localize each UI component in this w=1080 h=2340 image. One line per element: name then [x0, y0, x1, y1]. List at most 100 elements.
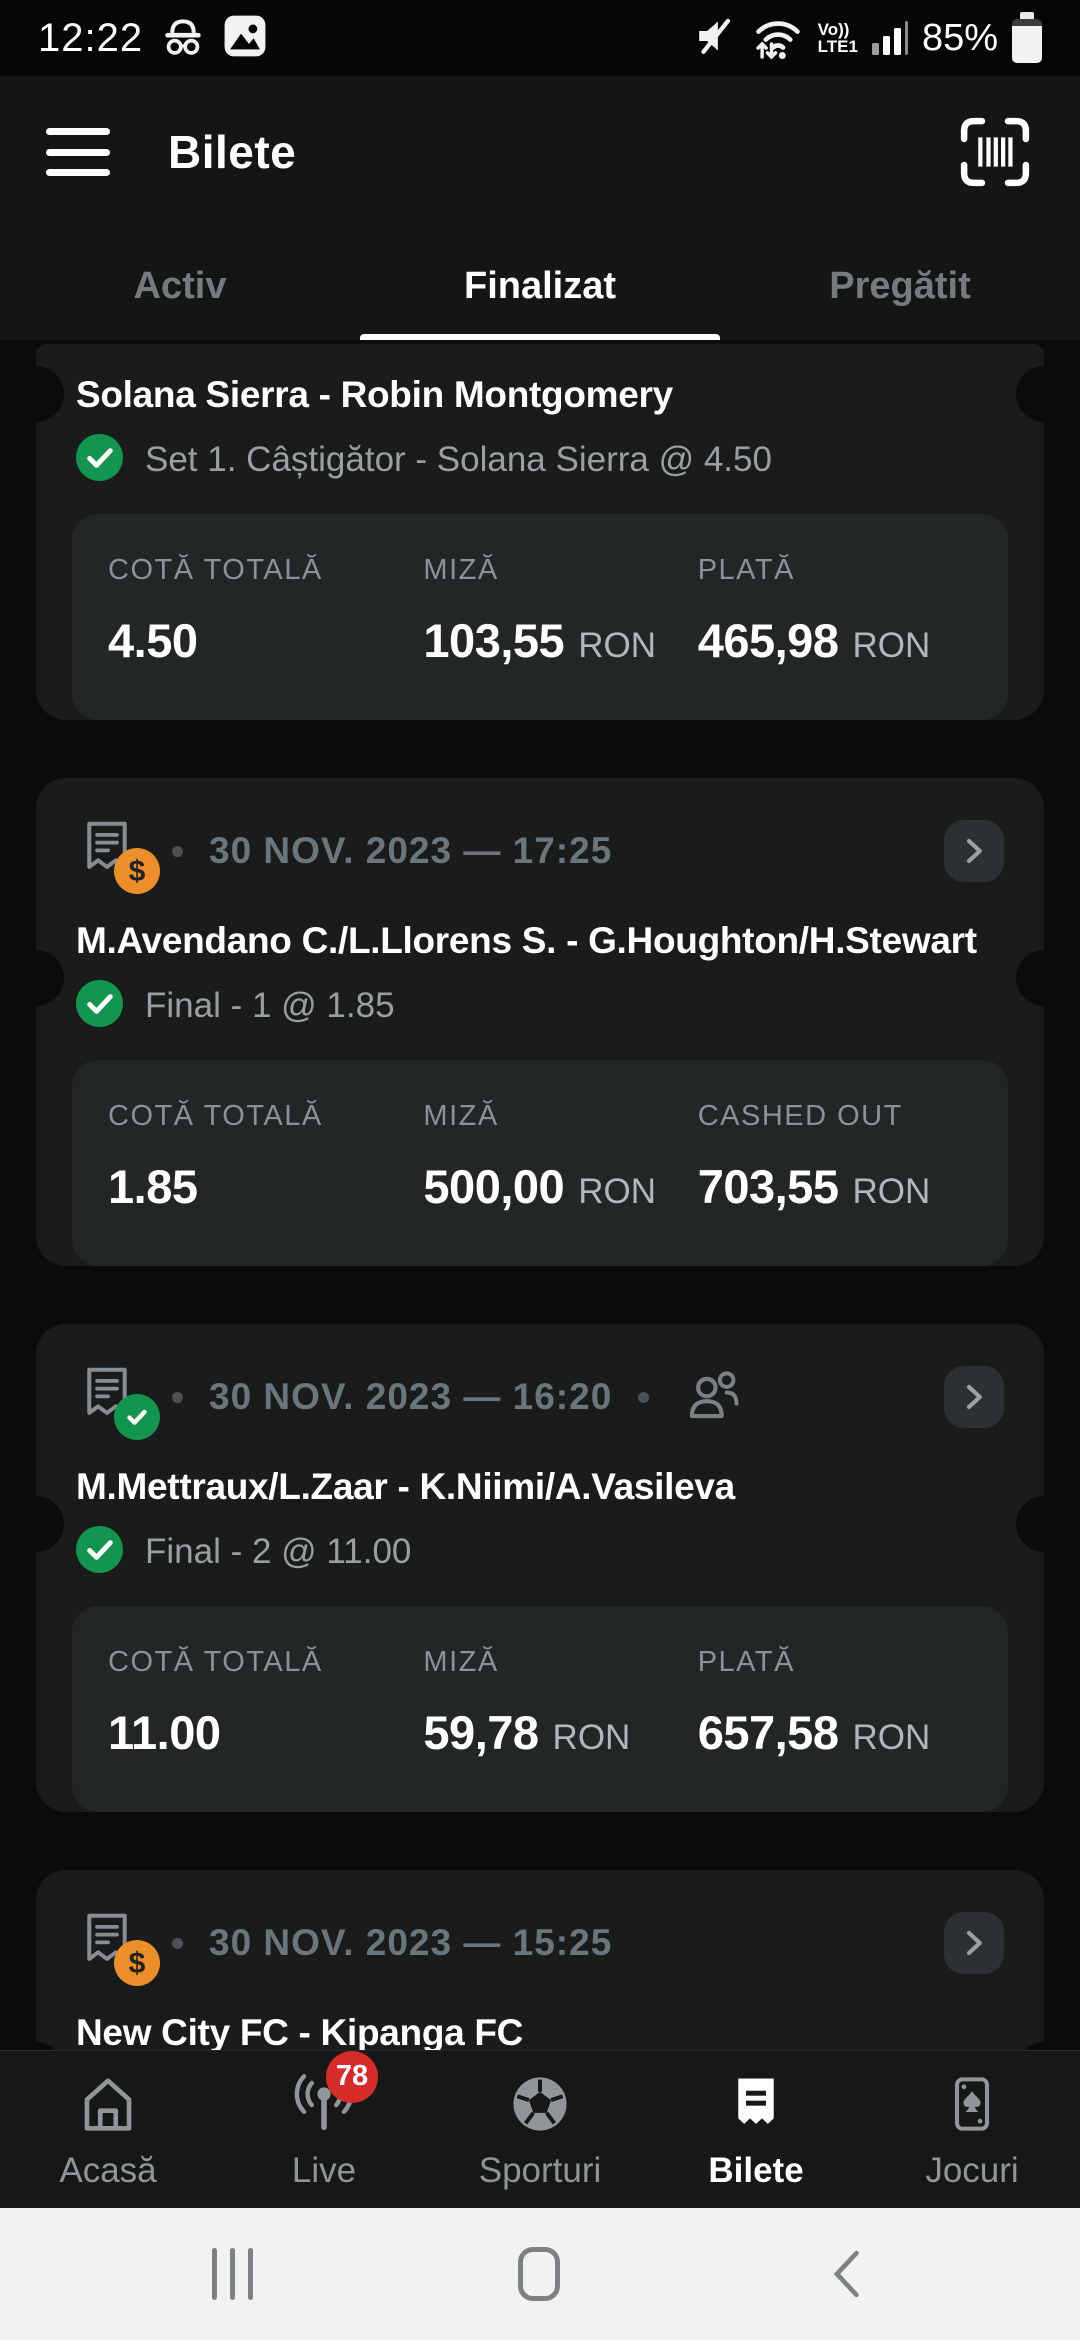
dot-separator — [638, 1391, 650, 1403]
status-bar: 12:22 — [0, 0, 1080, 76]
dot-separator — [172, 845, 183, 857]
stake-currency: RON — [578, 1172, 656, 1211]
chevron-right-icon — [966, 1384, 982, 1410]
soccer-ball-icon — [509, 2069, 571, 2135]
back-icon — [833, 2250, 859, 2298]
nav-item-jocuri[interactable]: Jocuri — [864, 2051, 1080, 2208]
stake-label: MIZĂ — [423, 554, 499, 586]
ticket-card[interactable]: $ 30 NOV. 2023 — 17:25 M.Avendano C./L.L… — [8, 778, 1072, 1266]
system-navigation-bar — [0, 2208, 1080, 2340]
tickets-list: Solana Sierra - Robin Montgomery Set 1. … — [0, 340, 1080, 2050]
ticket-notch — [8, 366, 64, 422]
mute-icon — [692, 13, 738, 64]
won-check-badge — [114, 1394, 160, 1440]
live-antenna-icon: 78 — [292, 2050, 378, 2135]
battery-percent: 85% — [921, 16, 998, 59]
odds-value: 1.85 — [108, 1160, 198, 1213]
bet-selection: Final - 2 @ 11.00 — [145, 1532, 412, 1571]
tab-activ[interactable]: Activ — [133, 264, 227, 307]
payout-value: 703,55 — [697, 1160, 839, 1213]
bottom-navigation: Acasă 78 Live — [0, 2050, 1080, 2208]
ticket-icon — [725, 2069, 787, 2135]
app-header: Bilete Activ Finalizat Pregătit — [0, 76, 1080, 340]
ticket-datetime: 30 NOV. 2023 — 16:20 — [209, 1376, 613, 1417]
live-count-badge: 78 — [326, 2050, 378, 2103]
bet-selection: Set 1. Câștigător - Solana Sierra @ 4.50 — [145, 440, 772, 479]
playing-card-icon — [942, 2069, 1002, 2135]
nav-item-bilete[interactable]: Bilete — [648, 2051, 864, 2208]
incognito-icon — [161, 16, 205, 61]
ticket-card[interactable]: $ 30 NOV. 2023 — 15:25 New City FC - Kip… — [8, 1870, 1072, 2050]
page-title: Bilete — [168, 126, 297, 178]
status-right: Vo)) LTE1 85% — [692, 12, 1042, 65]
ticket-notch — [1016, 1496, 1072, 1552]
payout-value: 465,98 — [697, 614, 839, 667]
ticket-notch — [1016, 2042, 1072, 2050]
home-button[interactable] — [517, 2247, 560, 2301]
ticket-notch — [8, 2042, 64, 2050]
tab-finalizat[interactable]: Finalizat — [360, 232, 720, 340]
recent-apps-button[interactable] — [212, 2248, 253, 2300]
status-left: 12:22 — [38, 14, 267, 63]
dot-separator — [172, 1937, 183, 1949]
chevron-right-icon — [966, 838, 982, 864]
ticket-notch — [8, 950, 64, 1006]
odds-label: COTĂ TOTALĂ — [108, 1100, 323, 1132]
back-button[interactable] — [824, 2248, 868, 2300]
payout-currency: RON — [852, 1172, 931, 1211]
ticket-status-tabs: Activ Finalizat Pregătit — [0, 232, 1080, 340]
ticket-type-icon — [76, 1362, 160, 1440]
chevron-right-icon — [966, 1930, 982, 1956]
payout-label: PLATĂ — [697, 1646, 795, 1678]
dot-separator — [172, 1391, 183, 1403]
ticket-stats: COTĂ TOTALĂ 4.50 MIZĂ 103,55 RON PLATĂ 4… — [72, 514, 1008, 720]
volte-indicator: Vo)) LTE1 — [818, 21, 858, 55]
ticket-card[interactable]: 30 NOV. 2023 — 16:20 M.Mettraux/L.Zaar -… — [8, 1324, 1072, 1812]
open-ticket-button[interactable] — [944, 820, 1004, 882]
home-nav-icon — [517, 2247, 560, 2301]
nav-item-sporturi[interactable]: Sporturi — [432, 2051, 648, 2208]
clock: 12:22 — [38, 15, 144, 60]
bet-selection: Final - 1 @ 1.85 — [145, 986, 395, 1025]
ticket-card[interactable]: Solana Sierra - Robin Montgomery Set 1. … — [8, 344, 1072, 720]
payout-label: CASHED OUT — [697, 1100, 903, 1132]
home-icon — [77, 2069, 139, 2135]
nav-item-acasa[interactable]: Acasă — [0, 2051, 216, 2208]
ticket-type-icon: $ — [76, 1908, 160, 1986]
odds-label: COTĂ TOTALĂ — [108, 554, 323, 586]
tab-pregatit[interactable]: Pregătit — [829, 264, 971, 307]
barcode-scan-icon — [960, 117, 1030, 187]
match-name: Solana Sierra - Robin Montgomery — [76, 374, 673, 415]
cashout-dollar-badge: $ — [114, 1940, 160, 1986]
battery-icon — [1012, 12, 1042, 64]
ticket-type-icon: $ — [76, 816, 160, 894]
nav-item-live[interactable]: 78 Live — [216, 2050, 432, 2208]
odds-label: COTĂ TOTALĂ — [108, 1646, 323, 1678]
stake-value: 59,78 — [423, 1706, 539, 1759]
stake-currency: RON — [578, 626, 656, 665]
open-ticket-button[interactable] — [944, 1366, 1004, 1428]
ticket-stats: COTĂ TOTALĂ 11.00 MIZĂ 59,78 RON PLATĂ 6… — [72, 1606, 1008, 1812]
stake-currency: RON — [552, 1718, 631, 1757]
volte-line1: Vo)) — [817, 20, 850, 39]
recent-apps-icon — [212, 2248, 253, 2300]
ticket-notch — [1016, 950, 1072, 1006]
ticket-notch — [8, 1496, 64, 1552]
stake-value: 103,55 — [423, 614, 565, 667]
stake-label: MIZĂ — [423, 1646, 499, 1678]
odds-value: 4.50 — [108, 614, 198, 667]
barcode-scan-button[interactable] — [956, 113, 1034, 191]
menu-button[interactable] — [46, 128, 110, 176]
ticket-stats: COTĂ TOTALĂ 1.85 MIZĂ 500,00 RON CASHED … — [72, 1060, 1008, 1266]
open-ticket-button[interactable] — [944, 1912, 1004, 1974]
ticket-notch — [1016, 366, 1072, 422]
stake-value: 500,00 — [423, 1160, 565, 1213]
match-name: M.Mettraux/L.Zaar - K.Niimi/A.Vasileva — [76, 1466, 735, 1507]
gallery-notification-icon — [223, 14, 267, 63]
wifi-icon — [752, 12, 804, 65]
signal-strength-icon — [871, 21, 908, 55]
match-name: M.Avendano C./L.Llorens S. - G.Houghton/… — [76, 920, 977, 961]
cashout-dollar-badge: $ — [114, 848, 160, 894]
ticket-datetime: 30 NOV. 2023 — 15:25 — [209, 1922, 613, 1963]
match-name: New City FC - Kipanga FC — [76, 2012, 524, 2050]
